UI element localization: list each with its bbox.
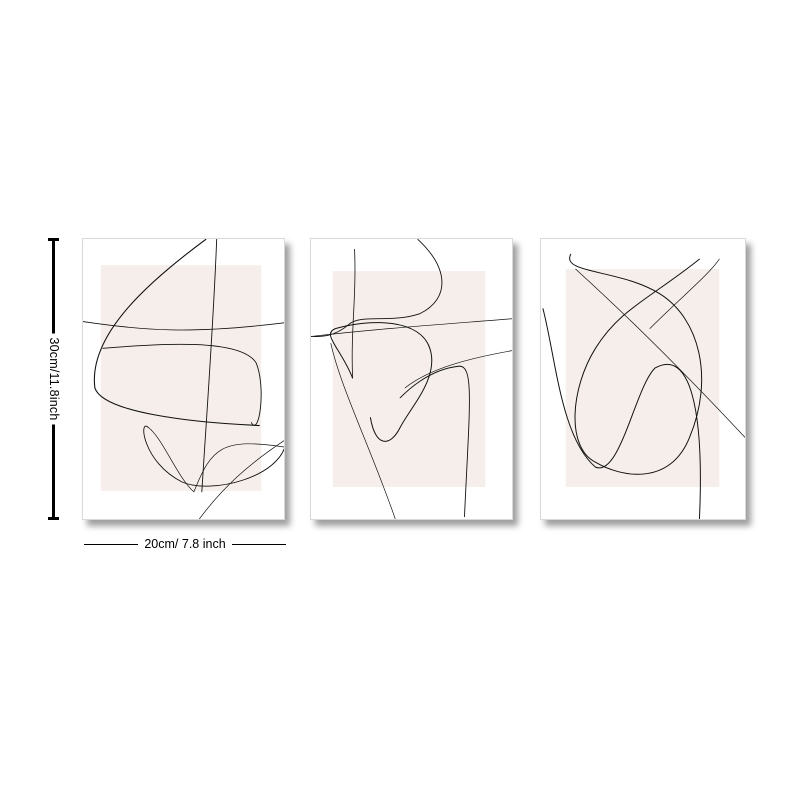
- height-dimension-cap-top: [48, 238, 59, 241]
- width-dimension-line-right: [231, 543, 287, 545]
- height-dimension: 30cm/11.8inch: [41, 238, 67, 520]
- width-dimension-line-left: [84, 543, 139, 545]
- height-dimension-label: 30cm/11.8inch: [47, 333, 61, 425]
- height-dimension-cap-bottom: [48, 517, 59, 520]
- beige-block: [100, 265, 262, 491]
- line-art-drawing-3: [542, 253, 745, 519]
- line-art-drawing-2: [311, 239, 512, 519]
- line-art-drawing-1: [83, 239, 284, 519]
- beige-block: [332, 271, 486, 487]
- beige-block: [565, 269, 720, 487]
- width-dimension: 20cm/ 7.8 inch: [84, 535, 287, 553]
- art-print-panel-1: [82, 238, 285, 520]
- art-print-panel-3: [540, 238, 746, 520]
- art-print-panel-2: [310, 238, 513, 520]
- width-dimension-label: 20cm/ 7.8 inch: [144, 537, 226, 551]
